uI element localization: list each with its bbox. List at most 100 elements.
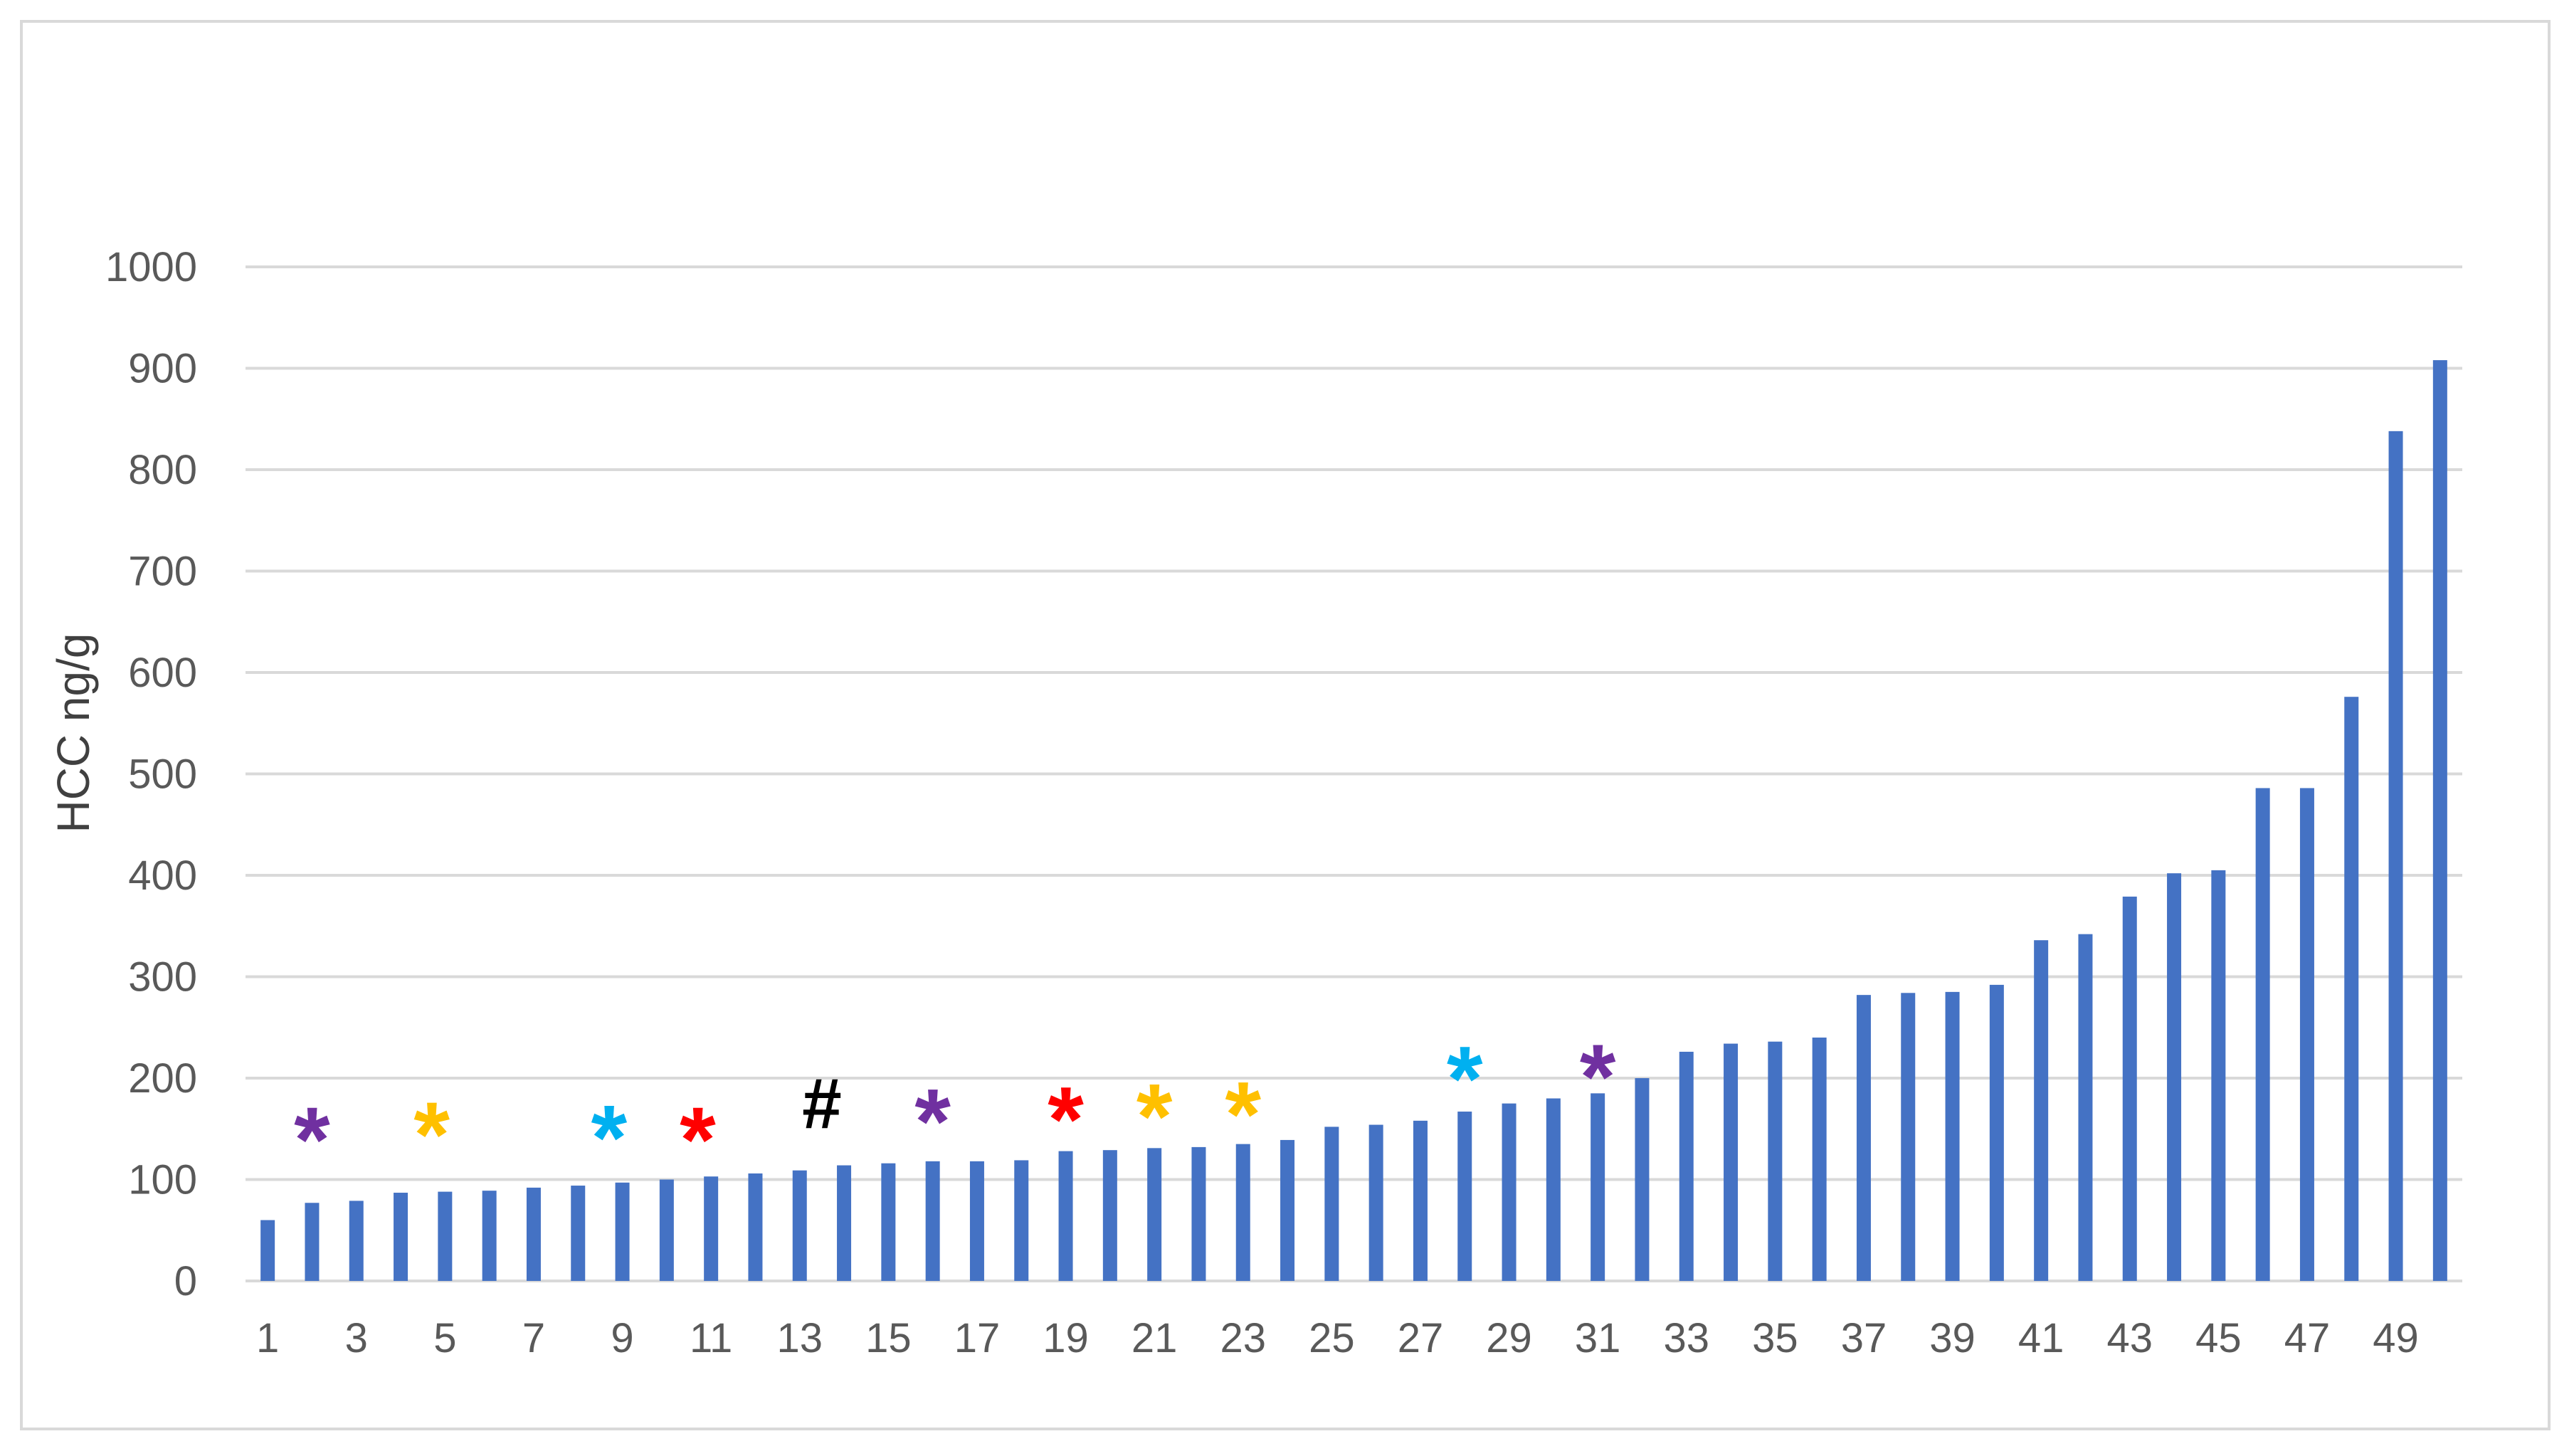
- bar-36: [1812, 1038, 1827, 1281]
- asterisk-mark: *: [294, 1087, 330, 1191]
- bar-24: [1280, 1139, 1295, 1281]
- bar-45: [2211, 870, 2226, 1281]
- bar-5: [438, 1191, 453, 1281]
- x-tick-label: 29: [1486, 1315, 1532, 1361]
- x-tick-label: 25: [1309, 1315, 1355, 1361]
- y-tick-label: 600: [128, 650, 197, 696]
- bar-9: [615, 1182, 630, 1281]
- bar-7: [526, 1187, 541, 1281]
- asterisk-mark: *: [1136, 1064, 1173, 1168]
- y-tick-label: 400: [128, 853, 197, 899]
- x-tick-label: 3: [345, 1315, 368, 1361]
- bar-31: [1591, 1093, 1605, 1281]
- bar-20: [1102, 1150, 1117, 1281]
- bar-47: [2299, 788, 2314, 1281]
- bar-42: [2078, 934, 2093, 1281]
- x-tick-label: 43: [2106, 1315, 2153, 1361]
- x-tick-label: 5: [433, 1315, 456, 1361]
- bar-41: [2034, 940, 2049, 1281]
- bar-23: [1235, 1144, 1250, 1281]
- y-tick-label: 200: [128, 1055, 197, 1102]
- bar-48: [2344, 697, 2359, 1281]
- annotation-marks: * * * * # * * * * * *: [294, 1025, 1616, 1191]
- asterisk-mark: *: [1225, 1062, 1261, 1166]
- asterisk-mark: *: [1048, 1067, 1084, 1171]
- bar-14: [837, 1165, 852, 1281]
- x-tick-label: 33: [1663, 1315, 1709, 1361]
- x-tick-label: 35: [1752, 1315, 1798, 1361]
- y-tick-label: 500: [128, 751, 197, 798]
- bar-39: [1945, 991, 1960, 1281]
- x-tick-label: 17: [954, 1315, 1001, 1361]
- bar-38: [1901, 993, 1916, 1281]
- bars: [260, 360, 2447, 1282]
- asterisk-mark: *: [1580, 1025, 1616, 1129]
- bar-18: [1014, 1160, 1029, 1281]
- asterisk-mark: *: [413, 1082, 450, 1186]
- bar-10: [659, 1179, 674, 1281]
- bar-1: [260, 1220, 275, 1281]
- bar-15: [881, 1163, 896, 1281]
- x-tick-labels: 1 3 5 7 9 11 13 15 17 19 21 23 25 27 29 31 33 35 37 39 41 43 4…: [256, 1315, 2419, 1361]
- x-tick-label: 13: [776, 1315, 823, 1361]
- bar-2: [305, 1203, 320, 1281]
- y-tick-label: 100: [128, 1157, 197, 1203]
- y-tick-label: 1000: [105, 244, 197, 290]
- x-tick-label: 1: [256, 1315, 279, 1361]
- bar-37: [1856, 995, 1871, 1281]
- bar-35: [1768, 1041, 1783, 1281]
- y-tick-label: 800: [128, 447, 197, 493]
- x-tick-label: 23: [1220, 1315, 1266, 1361]
- x-tick-label: 15: [865, 1315, 912, 1361]
- y-tick-label: 900: [128, 346, 197, 392]
- bar-50: [2432, 360, 2447, 1282]
- x-tick-label: 37: [1841, 1315, 1887, 1361]
- bar-22: [1191, 1146, 1206, 1281]
- bar-44: [2167, 873, 2182, 1281]
- y-tick-label: 700: [128, 549, 197, 595]
- gridlines: [246, 265, 2462, 1282]
- bar-27: [1413, 1120, 1428, 1281]
- bar-26: [1368, 1124, 1383, 1281]
- hash-mark: #: [802, 1064, 842, 1144]
- bar-33: [1679, 1051, 1694, 1281]
- bar-29: [1502, 1103, 1517, 1281]
- bar-25: [1324, 1127, 1339, 1281]
- bar-30: [1546, 1098, 1561, 1281]
- bar-4: [394, 1193, 408, 1281]
- bar-32: [1635, 1078, 1650, 1281]
- x-tick-label: 41: [2018, 1315, 2064, 1361]
- y-axis-label: HCC ng/g: [48, 633, 99, 833]
- bar-3: [349, 1201, 364, 1281]
- y-tick-label: 0: [174, 1258, 197, 1304]
- asterisk-mark: *: [1447, 1027, 1483, 1131]
- bar-19: [1058, 1151, 1073, 1281]
- x-tick-label: 7: [522, 1315, 545, 1361]
- asterisk-mark: *: [914, 1070, 951, 1173]
- bar-21: [1147, 1148, 1162, 1281]
- bar-17: [969, 1161, 984, 1281]
- bar-46: [2255, 788, 2270, 1281]
- bar-49: [2388, 431, 2403, 1281]
- x-tick-label: 9: [611, 1315, 633, 1361]
- x-tick-label: 19: [1043, 1315, 1089, 1361]
- x-tick-label: 45: [2195, 1315, 2242, 1361]
- x-tick-label: 47: [2284, 1315, 2331, 1361]
- chart-frame: [20, 20, 2551, 1430]
- x-tick-label: 39: [1929, 1315, 1976, 1361]
- bar-43: [2122, 896, 2137, 1281]
- y-tick-labels: 0 100 200 300 400 500 600 700 800 900 1000: [105, 244, 197, 1304]
- bar-6: [482, 1191, 497, 1281]
- asterisk-mark: *: [680, 1087, 716, 1191]
- x-tick-label: 27: [1398, 1315, 1444, 1361]
- bar-8: [571, 1186, 586, 1281]
- x-tick-label: 21: [1132, 1315, 1178, 1361]
- bar-12: [748, 1173, 763, 1281]
- bar-11: [704, 1176, 719, 1281]
- x-tick-label: 49: [2373, 1315, 2419, 1361]
- x-tick-label: 11: [690, 1315, 732, 1361]
- y-tick-label: 300: [128, 954, 197, 1001]
- asterisk-mark: *: [591, 1085, 628, 1189]
- x-tick-label: 31: [1575, 1315, 1621, 1361]
